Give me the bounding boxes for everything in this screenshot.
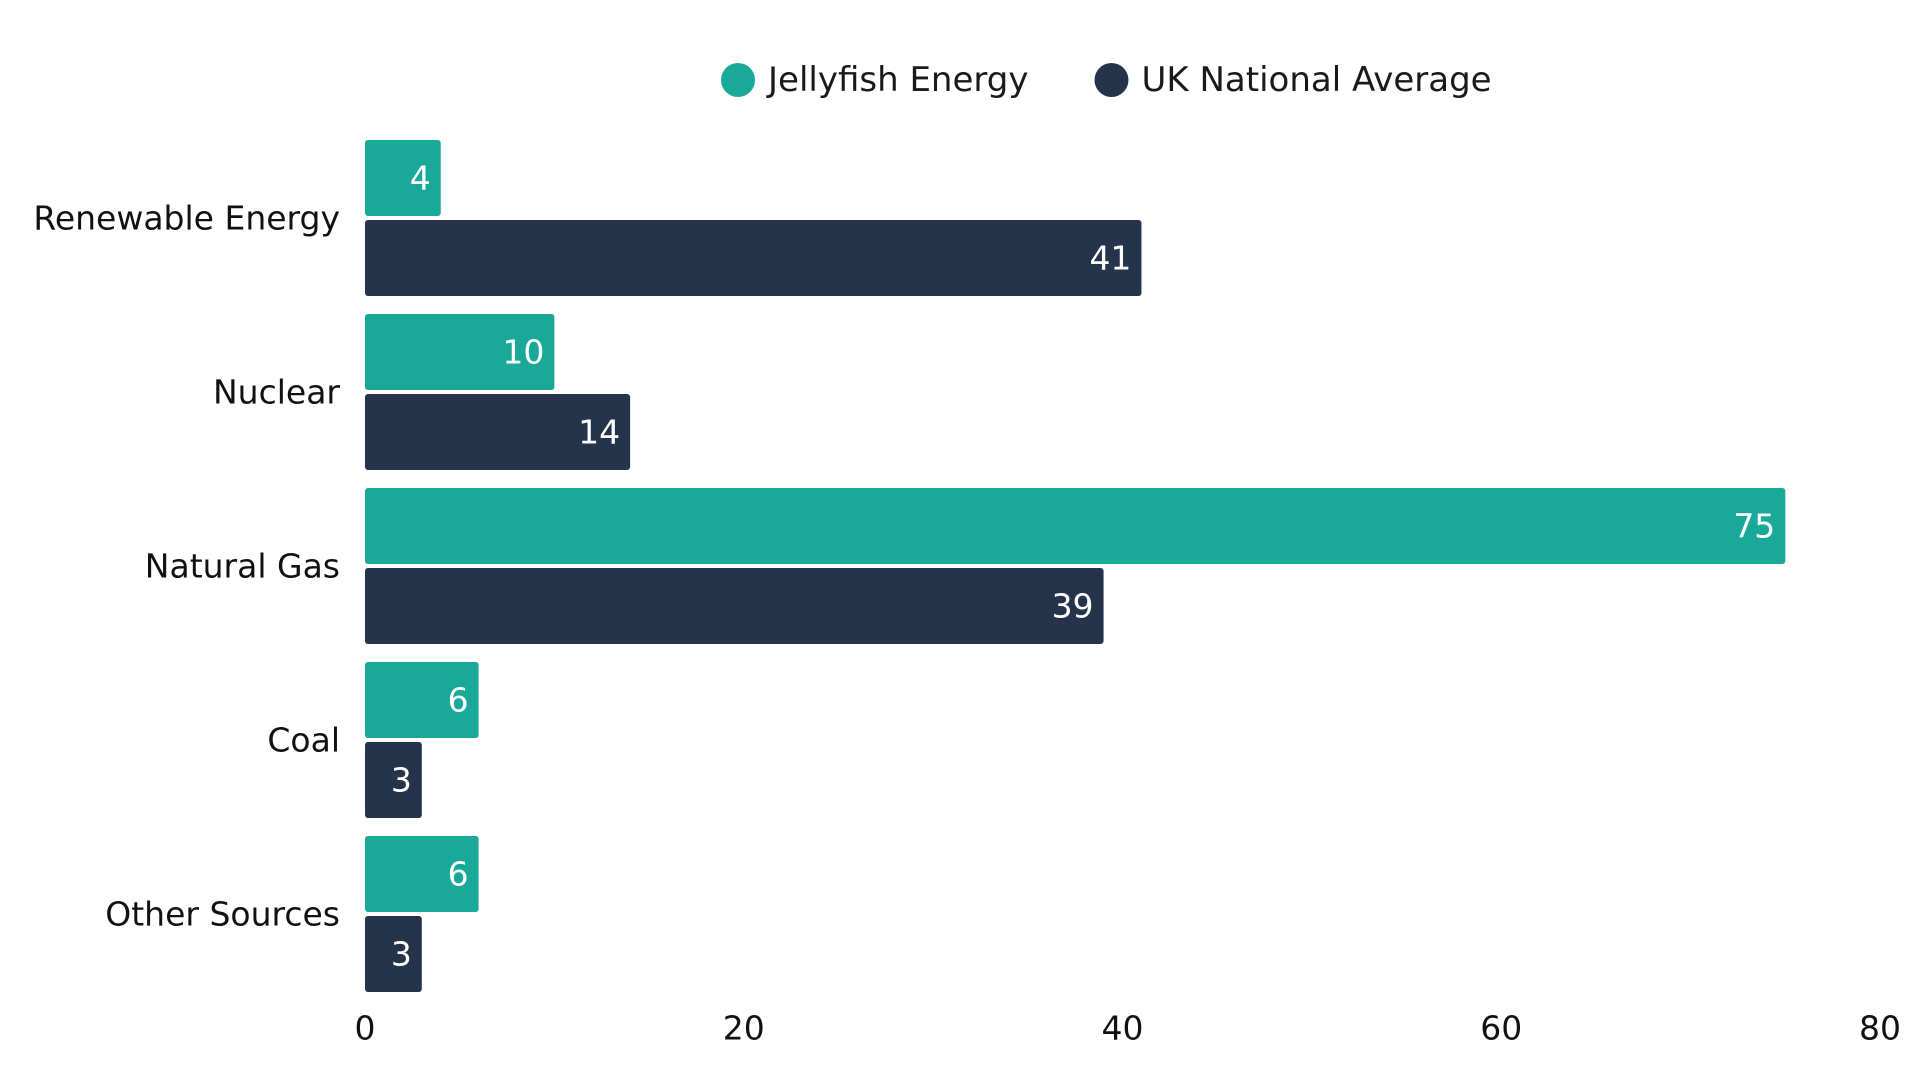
bar-jellyfish-nuclear	[365, 314, 555, 390]
bar-uk-average-other-sources	[365, 916, 422, 992]
legend-marker-uk-average	[1094, 63, 1129, 97]
legend-label: UK National Average	[1141, 60, 1491, 100]
legend-marker-jellyfish	[721, 63, 755, 97]
bar-uk-average-nuclear	[365, 394, 631, 470]
bar-value-label: 10	[502, 333, 544, 372]
bar-value-label: 3	[391, 761, 412, 800]
bar-value-label: 75	[1733, 507, 1775, 546]
bar-uk-average-coal	[365, 742, 422, 818]
x-tick-label: 20	[723, 1009, 765, 1048]
bar-value-label: 14	[578, 413, 620, 452]
chart-legend: Jellyfish Energy UK National Average	[721, 60, 1492, 100]
x-tick-label: 0	[355, 1009, 376, 1048]
bar-uk-average-renewable-energy	[365, 220, 1142, 296]
bar-jellyfish-other-sources	[365, 836, 479, 912]
bar-jellyfish-coal	[365, 662, 479, 738]
category-label: Natural Gas	[145, 547, 340, 586]
legend-label: Jellyfish Energy	[766, 60, 1028, 100]
category-label: Nuclear	[213, 373, 340, 412]
bar-value-label: 4	[410, 159, 431, 198]
bar-uk-average-natural-gas	[365, 568, 1104, 644]
category-label: Coal	[267, 721, 340, 760]
bar-value-label: 6	[448, 681, 469, 720]
bar-value-label: 41	[1089, 239, 1131, 278]
x-tick-label: 60	[1480, 1009, 1522, 1048]
x-tick-label: 80	[1859, 1009, 1901, 1048]
bar-value-label: 39	[1052, 587, 1094, 626]
bar-value-label: 6	[448, 855, 469, 894]
category-labels: Renewable Energy Nuclear Natural Gas Coal Ot…	[33, 199, 340, 934]
bars-group: 4 41 10 14 75 39 6 3 6 3	[365, 140, 1786, 992]
x-axis: 0 20 40 60 80	[355, 1009, 1902, 1048]
x-tick-label: 40	[1102, 1009, 1144, 1048]
bar-jellyfish-natural-gas	[365, 488, 1786, 564]
bar-value-label: 3	[391, 935, 412, 974]
bar-jellyfish-renewable-energy	[365, 140, 441, 216]
category-label: Renewable Energy	[33, 199, 340, 238]
category-label: Other Sources	[105, 895, 340, 934]
